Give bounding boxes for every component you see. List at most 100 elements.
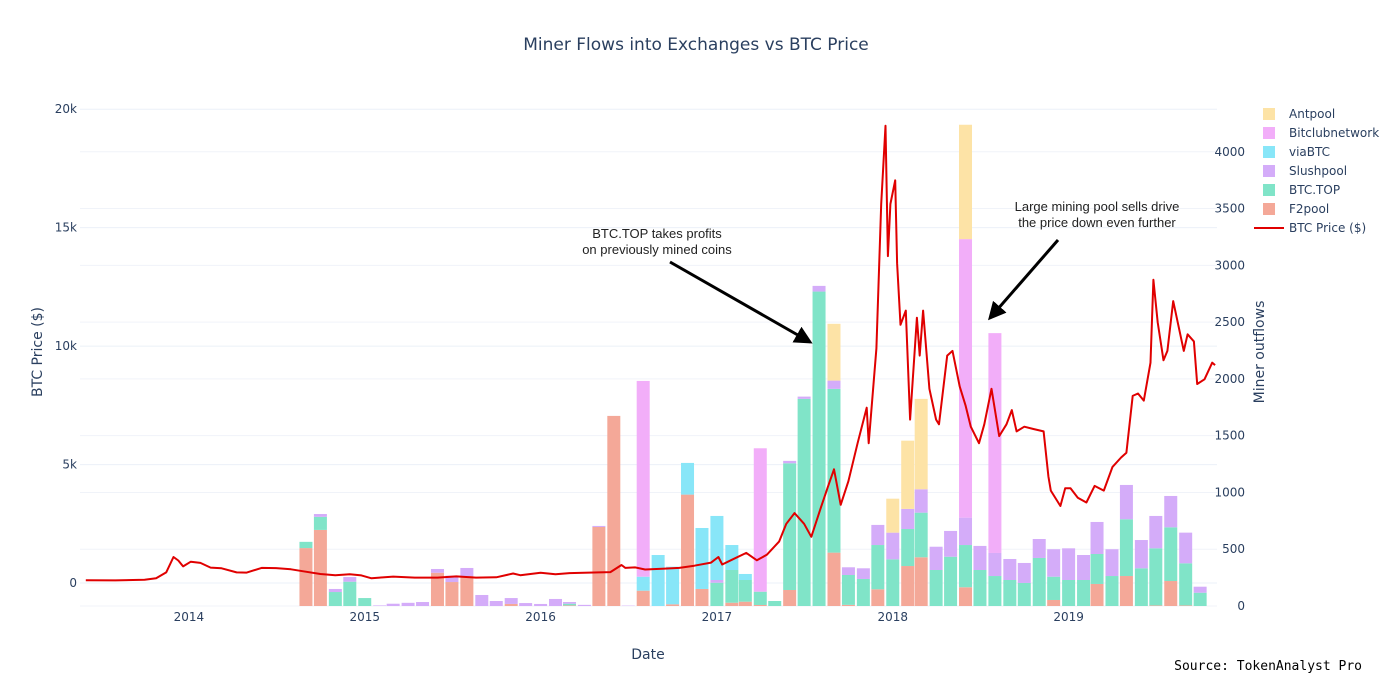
bar-f2pool (827, 552, 841, 606)
y-right-tick-label: 2500 (1214, 315, 1245, 329)
bar-btctop (988, 576, 1002, 606)
bar-slushpool (973, 545, 987, 571)
bar-slushpool (430, 568, 444, 573)
bar-f2pool (914, 557, 928, 606)
bar-viabtc (651, 555, 665, 606)
bar-slushpool (592, 525, 606, 527)
bar-f2pool (783, 589, 797, 606)
bar-slushpool (901, 508, 915, 530)
bar-btctop (1193, 592, 1207, 606)
bar-btctop (1047, 576, 1061, 600)
chart-title: Miner Flows into Exchanges vs BTC Price (523, 35, 869, 55)
bar-btctop (1003, 579, 1017, 606)
bar-btctop (901, 529, 915, 567)
bar-antpool (827, 323, 841, 381)
x-tick-label: 2019 (1053, 610, 1084, 624)
bar-slushpool (1003, 558, 1017, 580)
bar-viabtc (636, 576, 650, 591)
bar-slushpool (886, 532, 900, 560)
x-tick-label: 2015 (349, 610, 380, 624)
bar-slushpool (812, 285, 826, 292)
legend-item[interactable]: BTC Price ($) (1254, 221, 1366, 235)
legend-label: Bitclubnetwork (1289, 126, 1379, 140)
legend-label: F2pool (1289, 202, 1329, 216)
bar-slushpool (1193, 586, 1207, 593)
legend-item[interactable]: Slushpool (1263, 164, 1347, 178)
legend[interactable]: Antpool Bitclubnetwork viaBTC Slushpool BTC.… (1254, 107, 1379, 235)
legend-item[interactable]: BTC.TOP (1263, 183, 1340, 197)
bar-btctop (753, 591, 767, 605)
annotation-arrow (988, 239, 1060, 321)
legend-label: BTC Price ($) (1289, 221, 1366, 235)
bar-btctop (358, 598, 372, 606)
bar-f2pool (901, 566, 915, 606)
bar-btctop (914, 512, 928, 558)
bar-viabtc (666, 566, 680, 605)
bar-slushpool (856, 568, 870, 579)
bar-slushpool (562, 602, 576, 604)
bar-f2pool (1047, 599, 1061, 606)
legend-swatch (1263, 108, 1275, 120)
bar-slushpool (1062, 548, 1076, 580)
y-right-tick-label: 4000 (1214, 145, 1245, 159)
bar-btctop (929, 570, 943, 606)
bar-slushpool (373, 605, 387, 606)
bar-f2pool (562, 605, 576, 606)
bar-f2pool (841, 604, 855, 606)
bar-btctop (328, 592, 342, 606)
bar-slushpool (475, 594, 489, 606)
x-axis-title: Date (631, 647, 664, 663)
bar-slushpool (577, 604, 591, 606)
bar-btctop (1179, 563, 1193, 606)
y-left-tick-label: 0 (69, 576, 77, 590)
annotation-text: Large mining pool sells drive (1015, 199, 1180, 214)
bar-slushpool (489, 601, 503, 606)
bar-slushpool (1119, 484, 1133, 520)
bar-slushpool (343, 577, 357, 582)
legend-label: Slushpool (1289, 164, 1347, 178)
legend-item[interactable]: F2pool (1263, 202, 1329, 216)
bar-slushpool (1077, 555, 1091, 580)
bar-btctop (1032, 557, 1046, 606)
bar-btctop (812, 291, 826, 606)
x-tick-label: 2014 (174, 610, 205, 624)
x-tick-label: 2018 (877, 610, 908, 624)
bar-slushpool (1017, 562, 1031, 583)
price-line-layer (85, 124, 1216, 582)
bar-btctop (1164, 527, 1178, 582)
bar-slushpool (959, 517, 973, 546)
bar-btctop (768, 601, 782, 606)
bar-btctop (1134, 568, 1148, 606)
bar-f2pool (592, 526, 606, 606)
bar-f2pool (607, 415, 621, 606)
bar-slushpool (549, 598, 563, 606)
annotation-text: on previously mined coins (582, 242, 732, 257)
bar-slushpool (1134, 540, 1148, 569)
bar-slushpool (914, 489, 928, 513)
bar-f2pool (738, 601, 752, 606)
bar-btctop (1105, 576, 1119, 606)
bar-f2pool (445, 582, 459, 606)
y-left-tick-label: 10k (55, 339, 77, 353)
bar-slushpool (1047, 549, 1061, 577)
bar-f2pool (460, 576, 474, 606)
bar-bitclubnetwork (988, 333, 1002, 553)
bar-slushpool (797, 396, 811, 399)
bar-btctop (944, 556, 958, 606)
legend-item[interactable]: viaBTC (1263, 145, 1330, 159)
bar-slushpool (519, 603, 533, 606)
legend-item[interactable]: Bitclubnetwork (1263, 126, 1379, 140)
bar-f2pool (1149, 605, 1163, 606)
legend-swatch (1263, 184, 1275, 196)
bar-slushpool (416, 602, 430, 606)
bar-viabtc (710, 515, 724, 580)
legend-item[interactable]: Antpool (1263, 107, 1335, 121)
bar-btctop (783, 463, 797, 590)
bar-viabtc (695, 527, 709, 589)
bar-slushpool (1105, 549, 1119, 577)
annotation-text: the price down even further (1018, 215, 1176, 230)
y-right-tick-label: 3000 (1214, 258, 1245, 272)
bar-btctop (725, 570, 739, 603)
bar-slushpool (534, 603, 548, 606)
